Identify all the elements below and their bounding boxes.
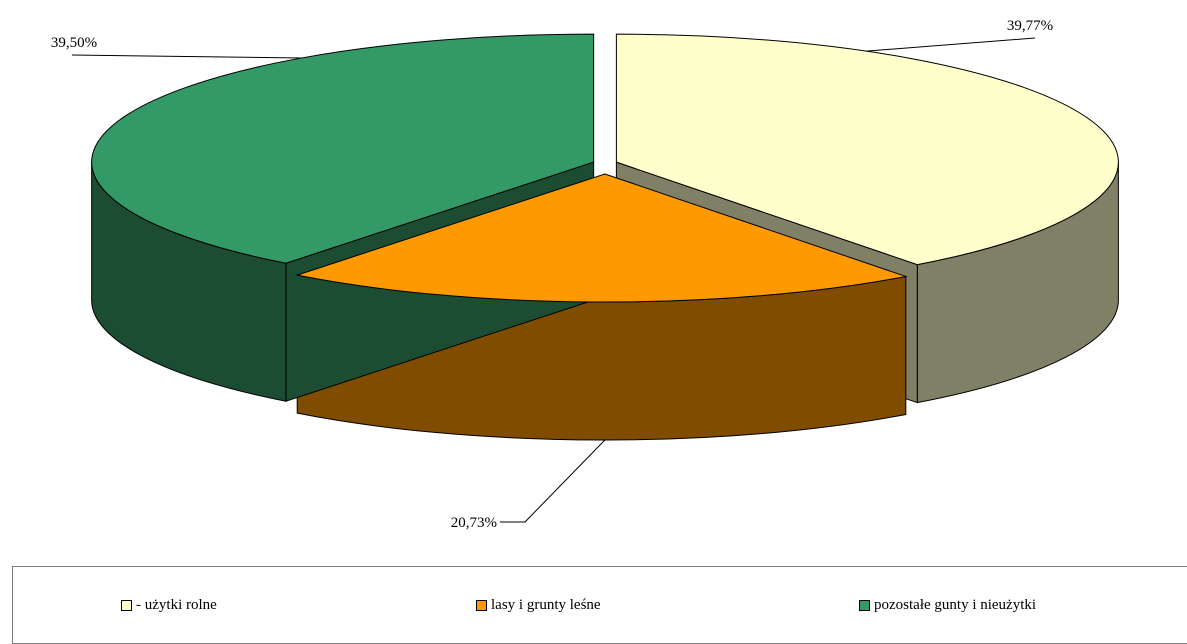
leader-lines bbox=[71, 37, 1036, 523]
leader-line-uzytki-rolne bbox=[866, 37, 1036, 52]
data-label-lasy: 20,73% bbox=[451, 515, 497, 531]
pie-slice-lasy bbox=[295, 173, 908, 303]
data-label-uzytki-rolne: 39,77% bbox=[1007, 18, 1053, 34]
legend-swatch bbox=[121, 600, 132, 611]
legend-item-uzytki-rolne: - użytki rolne bbox=[121, 597, 217, 614]
leader-line-pozostale bbox=[71, 54, 302, 59]
pie-chart: 39,77% 20,73% 39,50% bbox=[51, 18, 1119, 531]
data-label-pozostale: 39,50% bbox=[51, 35, 97, 51]
leader-line-lasy bbox=[500, 439, 606, 523]
legend-item-lasy: lasy i grunty leśne bbox=[476, 597, 601, 614]
pie-slice-pozostale bbox=[91, 33, 595, 264]
data-labels: 39,77% 20,73% 39,50% bbox=[51, 18, 1053, 531]
legend-swatch bbox=[859, 600, 870, 611]
legend-label: lasy i grunty leśne bbox=[491, 597, 601, 613]
legend: - użytki rolne lasy i grunty leśne pozos… bbox=[12, 566, 1187, 644]
pie-tops bbox=[91, 33, 1119, 303]
legend-item-pozostale: pozostałe gunty i nieużytki bbox=[859, 597, 1036, 614]
legend-label: pozostałe gunty i nieużytki bbox=[874, 597, 1037, 613]
legend-label: - użytki rolne bbox=[136, 597, 217, 613]
legend-swatch bbox=[476, 600, 487, 611]
pie-slice-uzytki-rolne bbox=[615, 33, 1119, 266]
